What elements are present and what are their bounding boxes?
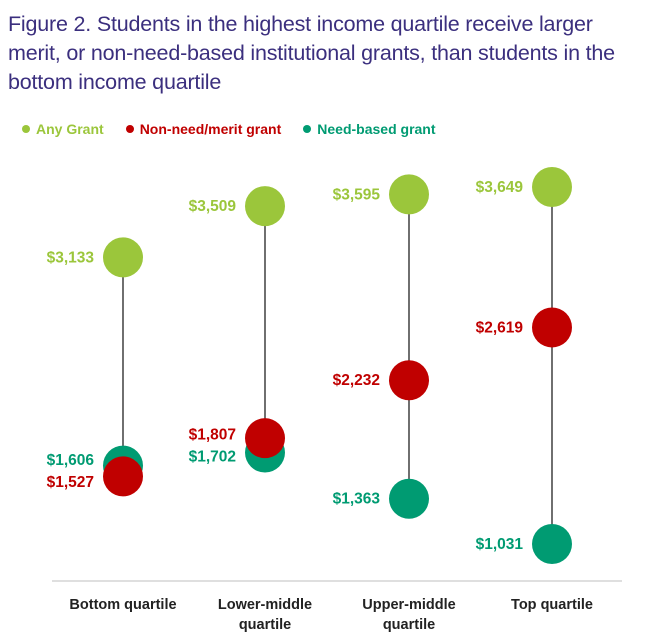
value-label-merit-grant: $2,619 bbox=[476, 319, 524, 336]
legend-item-any-grant: Any Grant bbox=[22, 121, 104, 137]
legend-label-any-grant: Any Grant bbox=[36, 121, 104, 137]
legend-dot-any-grant bbox=[22, 125, 30, 133]
value-label-merit-grant: $1,807 bbox=[189, 426, 236, 443]
dot-any-grant bbox=[245, 186, 285, 227]
value-label-merit-grant: $1,527 bbox=[47, 474, 94, 491]
legend: Any Grant Non-need/merit grant Need-base… bbox=[22, 121, 436, 137]
legend-item-need-grant: Need-based grant bbox=[303, 121, 436, 137]
dot-need-grant bbox=[532, 524, 572, 564]
stems-layer bbox=[122, 187, 553, 544]
value-label-need-grant: $1,702 bbox=[189, 448, 236, 465]
value-label-any-grant: $3,595 bbox=[333, 186, 381, 203]
legend-label-merit-grant: Non-need/merit grant bbox=[139, 121, 282, 137]
value-label-any-grant: $3,133 bbox=[47, 249, 95, 266]
dot-any-grant bbox=[389, 174, 429, 215]
category-label: Lower-middle quartile bbox=[218, 597, 312, 633]
dot-merit-grant bbox=[389, 360, 429, 401]
dot-need-grant bbox=[389, 478, 429, 519]
legend-dot-need-grant bbox=[303, 125, 312, 133]
dot-merit-grant bbox=[532, 307, 572, 348]
legend-label-need-grant: Need-based grant bbox=[317, 121, 436, 137]
category-label: Bottom quartile bbox=[69, 597, 176, 613]
category-labels-layer: Bottom quartile Lower-middle quartile Upper… bbox=[69, 597, 593, 633]
category-label: Upper-middle quartile bbox=[362, 597, 455, 633]
value-labels-layer: $3,133 $1,527 $1,606 $3,509 $1,807 $1,702 $3,5… bbox=[47, 179, 524, 553]
legend-item-merit-grant: Non-need/merit grant bbox=[125, 121, 282, 137]
value-label-need-grant: $1,031 bbox=[476, 536, 524, 553]
chart-title: Figure 2. Students in the highest income… bbox=[8, 12, 615, 94]
value-label-need-grant: $1,363 bbox=[333, 491, 381, 508]
dot-any-grant bbox=[103, 237, 143, 278]
legend-dot-merit-grant bbox=[125, 125, 134, 133]
dot-merit-grant bbox=[245, 418, 285, 459]
category-label: Top quartile bbox=[511, 597, 593, 613]
dots-layer bbox=[103, 167, 572, 564]
dot-merit-grant bbox=[103, 456, 143, 497]
value-label-need-grant: $1,606 bbox=[47, 452, 95, 469]
value-label-merit-grant: $2,232 bbox=[333, 372, 380, 389]
value-label-any-grant: $3,509 bbox=[189, 198, 237, 215]
dot-any-grant bbox=[532, 167, 572, 207]
value-label-any-grant: $3,649 bbox=[476, 179, 524, 196]
